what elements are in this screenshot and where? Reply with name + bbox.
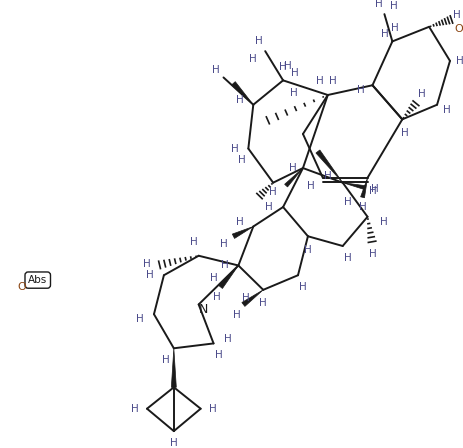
- Text: H: H: [242, 293, 250, 303]
- Text: H: H: [189, 237, 197, 247]
- Text: H: H: [289, 88, 297, 98]
- Text: H: H: [299, 282, 306, 292]
- Text: H: H: [269, 187, 276, 198]
- Text: H: H: [356, 85, 363, 95]
- Text: H: H: [368, 249, 375, 259]
- Text: H: H: [370, 184, 377, 194]
- Polygon shape: [232, 227, 253, 238]
- Polygon shape: [315, 150, 342, 183]
- Text: H: H: [442, 104, 450, 115]
- Text: H: H: [358, 202, 366, 212]
- Text: H: H: [235, 217, 243, 227]
- Text: H: H: [255, 36, 263, 47]
- Text: H: H: [374, 0, 382, 9]
- Text: H: H: [143, 258, 150, 268]
- Text: H: H: [211, 65, 219, 75]
- Text: H: H: [417, 89, 425, 99]
- Text: H: H: [328, 76, 336, 86]
- Text: H: H: [223, 334, 231, 344]
- Polygon shape: [284, 168, 302, 187]
- Text: H: H: [343, 197, 351, 207]
- Polygon shape: [171, 348, 176, 387]
- Polygon shape: [241, 290, 263, 306]
- Text: H: H: [303, 245, 311, 255]
- Text: H: H: [169, 438, 177, 448]
- Text: H: H: [455, 56, 463, 66]
- Text: H: H: [390, 1, 397, 11]
- Text: N: N: [199, 303, 208, 316]
- Text: H: H: [212, 292, 220, 302]
- Text: H: H: [230, 143, 238, 154]
- Text: H: H: [219, 239, 227, 249]
- Text: H: H: [380, 29, 388, 39]
- Text: O: O: [454, 24, 462, 34]
- Text: H: H: [315, 76, 323, 86]
- Text: H: H: [249, 54, 257, 64]
- Text: H: H: [288, 163, 296, 173]
- Text: H: H: [238, 155, 246, 165]
- Polygon shape: [342, 183, 364, 190]
- Text: H: H: [259, 298, 267, 309]
- Text: H: H: [131, 404, 138, 414]
- Polygon shape: [218, 266, 238, 289]
- Text: H: H: [452, 10, 460, 20]
- Text: H: H: [214, 350, 222, 360]
- Text: H: H: [265, 202, 273, 212]
- Text: H: H: [279, 62, 286, 72]
- Text: H: H: [209, 273, 217, 283]
- Text: H: H: [391, 23, 398, 33]
- Text: H: H: [323, 171, 331, 181]
- Text: H: H: [368, 186, 375, 196]
- Polygon shape: [231, 82, 253, 105]
- Polygon shape: [360, 178, 367, 198]
- Text: H: H: [220, 260, 228, 271]
- Text: H: H: [232, 310, 240, 320]
- Text: H: H: [379, 217, 387, 227]
- Text: H: H: [146, 270, 154, 280]
- Text: Abs: Abs: [28, 275, 47, 285]
- Text: H: H: [136, 314, 144, 324]
- Text: H: H: [283, 61, 291, 71]
- Text: H: H: [400, 128, 408, 138]
- Text: H: H: [208, 404, 216, 414]
- Text: H: H: [343, 253, 351, 263]
- Text: H: H: [307, 181, 314, 190]
- Text: H: H: [290, 68, 298, 78]
- Text: H: H: [162, 355, 169, 365]
- Text: O: O: [18, 282, 26, 292]
- Text: H: H: [235, 95, 243, 105]
